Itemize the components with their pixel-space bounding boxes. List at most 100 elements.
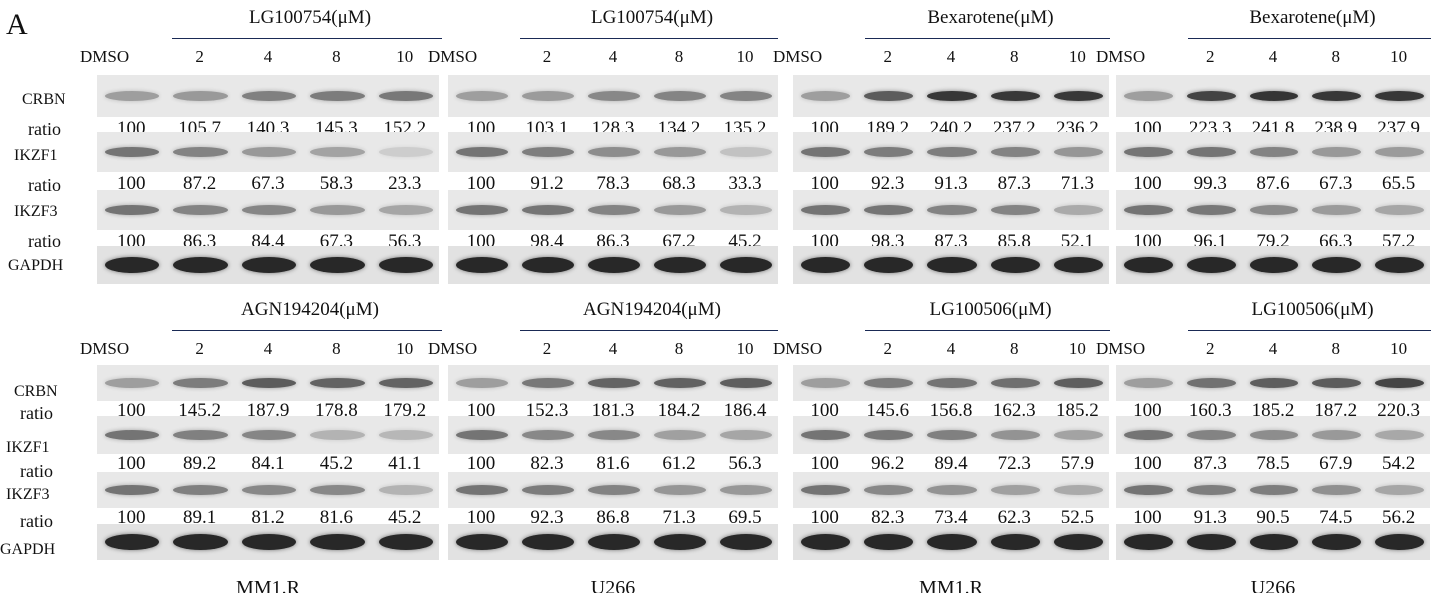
ratio-value: 187.9	[246, 400, 290, 421]
band-gapdh	[105, 257, 160, 273]
concentration-label: 2	[883, 339, 893, 358]
concentration-label: 8	[1331, 47, 1341, 66]
band-crbn	[1375, 91, 1424, 101]
treatment-label: Bexarotene(μM)	[927, 7, 1054, 28]
ratio-value: 33.3	[728, 173, 762, 194]
band-ikzf1	[1312, 147, 1362, 157]
ratio-value: 100	[810, 453, 839, 474]
concentration-label: 10	[396, 339, 414, 358]
ratio-value: 100	[810, 173, 839, 194]
band-ikzf3	[927, 485, 977, 495]
ratio-value: 84.1	[251, 453, 285, 474]
band-ikzf3	[1375, 205, 1424, 215]
ratio-value: 178.8	[315, 400, 358, 421]
band-crbn	[522, 378, 574, 388]
band-ikzf3	[990, 485, 1040, 495]
band-gapdh	[1375, 257, 1424, 273]
band-gapdh	[864, 257, 914, 273]
ratio-value: 156.8	[929, 400, 973, 421]
ratio-value: 100	[466, 400, 496, 421]
ratio-value: 68.3	[662, 173, 696, 194]
band-crbn	[801, 378, 851, 388]
concentration-label: 8	[332, 47, 341, 66]
band-ikzf3	[522, 485, 574, 495]
blot-strip-ikzf3	[793, 190, 1109, 230]
band-gapdh	[720, 257, 772, 273]
concentration-label: 2	[1205, 339, 1215, 358]
ratio-value: 100	[116, 507, 146, 528]
ratio-value: 45.2	[319, 453, 354, 474]
ratio-value: 145.6	[866, 400, 910, 421]
blot-strip-gapdh	[1116, 246, 1430, 284]
band-ikzf3	[720, 485, 772, 495]
ratio-value: 73.4	[934, 507, 968, 528]
band-crbn	[990, 91, 1040, 101]
dmso-label: DMSO	[1096, 339, 1146, 358]
ratio-value: 91.3	[1193, 507, 1227, 528]
band-ikzf1	[990, 147, 1040, 157]
band-ikzf1	[378, 430, 433, 440]
band-ikzf1	[1375, 147, 1424, 157]
blot-strip-crbn	[97, 365, 439, 401]
ratio-value: 100	[1133, 173, 1162, 194]
band-gapdh	[1312, 257, 1362, 273]
ratio-value: 23.3	[388, 173, 422, 194]
cell-line-label: U266	[590, 577, 636, 593]
ratio-value: 82.3	[530, 453, 564, 474]
band-ikzf3	[864, 485, 914, 495]
band-crbn	[864, 91, 914, 101]
band-crbn	[927, 378, 977, 388]
band-gapdh	[173, 534, 228, 550]
band-crbn	[990, 378, 1040, 388]
band-ikzf3	[105, 205, 160, 215]
band-crbn	[1249, 378, 1299, 388]
band-crbn	[801, 91, 851, 101]
band-crbn	[241, 91, 297, 101]
band-crbn	[1053, 378, 1103, 388]
blot-strip-ikzf3	[448, 472, 778, 508]
band-ikzf1	[1249, 147, 1299, 157]
treatment-label: Bexarotene(μM)	[1249, 7, 1376, 28]
ratio-value: 162.3	[992, 400, 1036, 421]
row-label-ikzf1: IKZF1	[14, 147, 58, 164]
ratio-value: 45.2	[388, 507, 422, 528]
band-ikzf3	[720, 205, 772, 215]
ratio-value: 71.3	[662, 507, 696, 528]
band-ikzf1	[801, 147, 851, 157]
concentration-label: 8	[1009, 339, 1019, 358]
ratio-value: 67.3	[1319, 173, 1353, 194]
blot-strip-crbn	[1116, 365, 1430, 401]
concentration-label: 4	[946, 339, 956, 358]
band-ikzf3	[864, 205, 914, 215]
band-ikzf3	[1124, 205, 1173, 215]
band-crbn	[378, 91, 433, 101]
ratio-value: 58.3	[319, 173, 354, 194]
band-gapdh	[1186, 257, 1236, 273]
band-ikzf1	[456, 430, 508, 440]
band-ikzf1	[173, 147, 228, 157]
concentration-label: 8	[332, 339, 341, 358]
band-ikzf1	[1053, 430, 1103, 440]
band-ikzf3	[310, 205, 365, 215]
row-label-crbn: CRBN	[22, 91, 66, 108]
blot-strip-crbn	[448, 75, 778, 117]
ratio-value: 67.3	[251, 173, 285, 194]
concentration-label: 10	[1068, 339, 1086, 358]
band-ikzf1	[864, 430, 914, 440]
blot-strip-ikzf1	[448, 416, 778, 454]
row-label-ratio: ratio	[20, 461, 53, 481]
ratio-value: 100	[1133, 400, 1162, 421]
band-gapdh	[1053, 257, 1103, 273]
treatment-bracket-line	[865, 330, 1110, 331]
band-ikzf1	[1186, 147, 1236, 157]
band-ikzf1	[927, 147, 977, 157]
band-ikzf3	[1053, 485, 1103, 495]
row-label-gapdh: GAPDH	[8, 257, 64, 274]
band-gapdh	[1312, 534, 1362, 550]
band-ikzf1	[1124, 147, 1173, 157]
concentration-label: 2	[195, 47, 204, 66]
band-gapdh	[378, 534, 433, 550]
band-crbn	[654, 378, 706, 388]
band-ikzf3	[456, 205, 508, 215]
blot-strip-ikzf3	[448, 190, 778, 230]
